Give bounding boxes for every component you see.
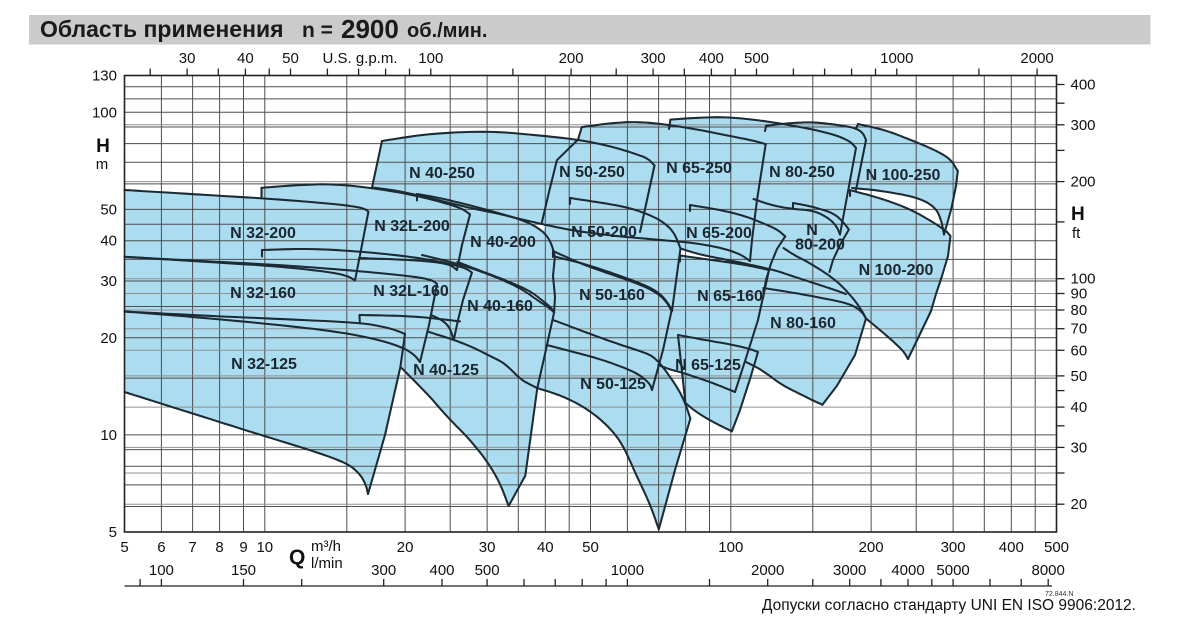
svg-text:N 65-250: N 65-250 bbox=[666, 160, 732, 177]
svg-text:100: 100 bbox=[149, 562, 174, 579]
svg-text:300: 300 bbox=[1071, 117, 1096, 134]
svg-text:N 50-160: N 50-160 bbox=[579, 287, 645, 304]
svg-text:50: 50 bbox=[282, 50, 299, 67]
svg-text:l/min: l/min bbox=[311, 555, 343, 572]
svg-text:130: 130 bbox=[92, 68, 117, 85]
svg-text:N 50-200: N 50-200 bbox=[571, 224, 637, 241]
svg-text:100: 100 bbox=[1071, 271, 1096, 288]
svg-text:30: 30 bbox=[1071, 439, 1088, 456]
svg-text:7: 7 bbox=[188, 539, 196, 556]
svg-text:500: 500 bbox=[1044, 539, 1069, 556]
svg-text:N 40-200: N 40-200 bbox=[470, 234, 536, 251]
svg-text:H: H bbox=[96, 136, 110, 157]
svg-text:N 40-250: N 40-250 bbox=[409, 165, 475, 182]
svg-text:N 80-250: N 80-250 bbox=[769, 164, 835, 181]
svg-text:Q: Q bbox=[289, 546, 305, 569]
svg-text:N 32L-160: N 32L-160 bbox=[373, 283, 449, 300]
svg-text:m³/h: m³/h bbox=[311, 538, 341, 555]
svg-text:9: 9 bbox=[239, 539, 247, 556]
svg-text:100: 100 bbox=[718, 539, 743, 556]
svg-text:N 32-200: N 32-200 bbox=[230, 225, 296, 242]
svg-text:150: 150 bbox=[231, 562, 256, 579]
svg-text:N: N bbox=[806, 222, 818, 239]
svg-text:300: 300 bbox=[641, 50, 666, 67]
svg-text:30: 30 bbox=[479, 539, 496, 556]
svg-text:30: 30 bbox=[100, 273, 117, 290]
svg-text:N 32-160: N 32-160 bbox=[230, 285, 296, 302]
svg-text:10: 10 bbox=[100, 427, 117, 444]
svg-text:20: 20 bbox=[100, 330, 117, 347]
svg-text:N 65-160: N 65-160 bbox=[697, 288, 763, 305]
svg-text:N 40-125: N 40-125 bbox=[413, 362, 479, 379]
svg-text:300: 300 bbox=[371, 562, 396, 579]
svg-text:50: 50 bbox=[582, 539, 599, 556]
svg-text:N 80-160: N 80-160 bbox=[770, 315, 836, 332]
svg-text:80-200: 80-200 bbox=[795, 237, 845, 254]
svg-text:N 32-125: N 32-125 bbox=[231, 356, 297, 373]
svg-text:H: H bbox=[1071, 204, 1085, 225]
svg-text:N 40-160: N 40-160 bbox=[467, 298, 533, 315]
svg-text:N 32L-200: N 32L-200 bbox=[374, 218, 450, 235]
svg-text:N 100-250: N 100-250 bbox=[866, 167, 941, 184]
svg-text:U.S. g.p.m.: U.S. g.p.m. bbox=[322, 50, 397, 67]
svg-text:100: 100 bbox=[418, 50, 443, 67]
svg-text:500: 500 bbox=[475, 562, 500, 579]
svg-text:N 50-250: N 50-250 bbox=[559, 164, 625, 181]
svg-text:80: 80 bbox=[1071, 302, 1088, 319]
svg-text:50: 50 bbox=[100, 201, 117, 218]
svg-text:500: 500 bbox=[744, 50, 769, 67]
svg-text:n =: n = bbox=[302, 19, 333, 42]
svg-text:2900: 2900 bbox=[341, 14, 399, 44]
svg-text:300: 300 bbox=[941, 539, 966, 556]
svg-text:N 65-200: N 65-200 bbox=[686, 225, 752, 242]
svg-text:2000: 2000 bbox=[1020, 50, 1053, 67]
svg-text:40: 40 bbox=[100, 233, 117, 250]
svg-text:N 50-125: N 50-125 bbox=[580, 376, 646, 393]
svg-text:8: 8 bbox=[215, 539, 223, 556]
svg-text:3000: 3000 bbox=[833, 562, 866, 579]
svg-text:10: 10 bbox=[256, 539, 273, 556]
svg-text:1000: 1000 bbox=[611, 562, 644, 579]
svg-text:200: 200 bbox=[559, 50, 584, 67]
svg-text:40: 40 bbox=[237, 50, 254, 67]
svg-text:400: 400 bbox=[999, 539, 1024, 556]
svg-text:8000: 8000 bbox=[1032, 562, 1065, 579]
svg-text:5: 5 bbox=[120, 539, 128, 556]
svg-text:20: 20 bbox=[397, 539, 414, 556]
svg-text:1000: 1000 bbox=[880, 50, 913, 67]
svg-text:400: 400 bbox=[1071, 77, 1096, 94]
svg-text:72.844.N: 72.844.N bbox=[1045, 591, 1073, 598]
svg-text:5: 5 bbox=[109, 524, 117, 541]
svg-text:Область применения: Область применения bbox=[40, 16, 284, 42]
svg-text:6: 6 bbox=[157, 539, 165, 556]
svg-text:20: 20 bbox=[1071, 496, 1088, 513]
svg-text:40: 40 bbox=[537, 539, 554, 556]
svg-text:2000: 2000 bbox=[751, 562, 784, 579]
svg-text:90: 90 bbox=[1071, 286, 1088, 303]
svg-text:4000: 4000 bbox=[891, 562, 924, 579]
svg-text:100: 100 bbox=[92, 104, 117, 121]
svg-text:60: 60 bbox=[1071, 342, 1088, 359]
svg-text:Допуски согласно стандарту UNI: Допуски согласно стандарту UNI EN ISO 99… bbox=[762, 597, 1136, 614]
svg-text:5000: 5000 bbox=[936, 562, 969, 579]
svg-text:40: 40 bbox=[1071, 399, 1088, 416]
svg-text:N 100-200: N 100-200 bbox=[859, 262, 934, 279]
svg-text:400: 400 bbox=[429, 562, 454, 579]
svg-text:400: 400 bbox=[699, 50, 724, 67]
svg-text:50: 50 bbox=[1071, 368, 1088, 385]
svg-text:m: m bbox=[96, 156, 109, 173]
svg-text:200: 200 bbox=[859, 539, 884, 556]
svg-text:70: 70 bbox=[1071, 321, 1088, 338]
svg-text:200: 200 bbox=[1071, 174, 1096, 191]
svg-text:об./мин.: об./мин. bbox=[407, 20, 487, 42]
svg-text:N 65-125: N 65-125 bbox=[675, 357, 741, 374]
svg-text:ft: ft bbox=[1072, 225, 1081, 242]
svg-text:30: 30 bbox=[179, 50, 196, 67]
